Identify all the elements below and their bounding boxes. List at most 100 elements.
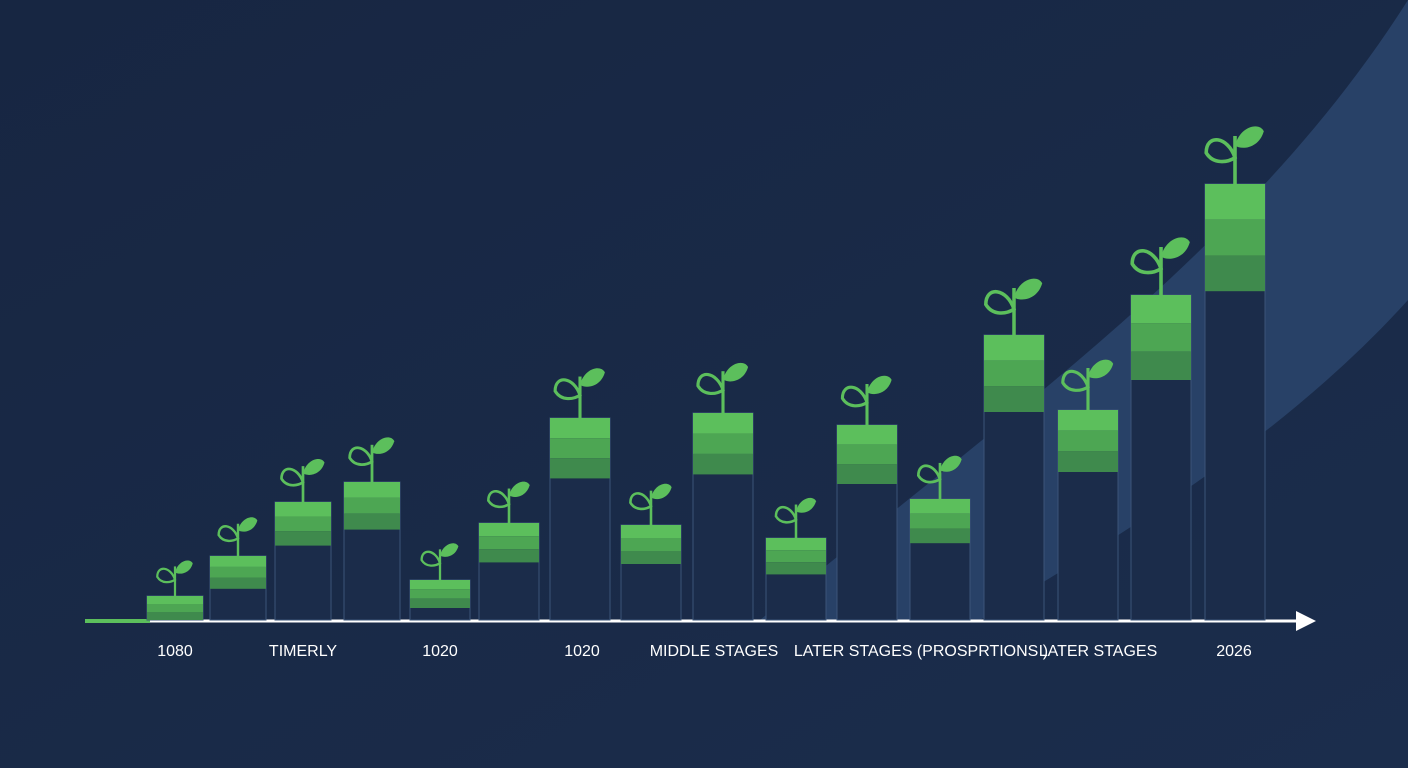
axis-arrow	[1296, 611, 1316, 631]
sprout-leaf	[348, 446, 374, 466]
sprout-leaf	[1061, 369, 1090, 392]
bar-band	[275, 531, 331, 546]
sprout-leaf	[723, 362, 749, 382]
x-tick-label: 1020	[422, 643, 458, 660]
x-tick-label: 2026	[1216, 643, 1252, 660]
bar-band	[210, 556, 266, 567]
bar-band	[766, 538, 826, 551]
sprout-leaf	[940, 455, 962, 472]
bar-band	[910, 513, 970, 529]
bar-band	[984, 335, 1044, 361]
bar-band	[410, 589, 470, 599]
bar-band	[766, 550, 826, 563]
bar-band	[479, 523, 539, 537]
bar-band	[275, 516, 331, 532]
bar-group	[1130, 294, 1192, 621]
bar-band	[550, 458, 610, 479]
sprout-leaf	[217, 525, 240, 543]
bar-band	[147, 596, 203, 604]
sprout-leaf	[509, 481, 530, 497]
bar-band	[147, 604, 203, 612]
bar-group	[1057, 409, 1119, 621]
sprout-leaf	[303, 458, 325, 475]
bar-band	[210, 566, 266, 578]
sprout-leaf	[440, 543, 459, 557]
bar-band	[344, 513, 400, 530]
bar-group	[343, 481, 401, 621]
sprout-leaf	[175, 560, 193, 574]
sprout-leaf	[580, 368, 605, 387]
bar-band	[410, 598, 470, 608]
bar-group	[274, 501, 332, 621]
sprout-leaf	[1161, 237, 1190, 259]
sprout	[984, 278, 1043, 335]
sprout-leaf	[696, 373, 725, 395]
bar-band	[147, 612, 203, 620]
bar-band	[837, 425, 897, 445]
bar-group	[409, 579, 471, 621]
sprout-leaf	[1088, 359, 1114, 379]
sprout-leaf	[1204, 138, 1238, 164]
bar-band	[621, 538, 681, 551]
bar-group	[209, 555, 267, 621]
bar-band	[550, 418, 610, 439]
bar-band	[837, 464, 897, 484]
bar-band	[275, 502, 331, 517]
bar-group	[146, 595, 204, 621]
bar-band	[1131, 323, 1191, 352]
bar-band	[693, 413, 753, 434]
sprout-leaf	[917, 464, 942, 484]
x-tick-label: LATER STAGES	[1039, 643, 1158, 660]
sprout	[156, 560, 193, 596]
bar-band	[984, 360, 1044, 387]
bar-band	[1205, 219, 1265, 256]
bar-group	[692, 412, 754, 621]
sprout-leaf	[280, 467, 305, 487]
sprout-leaf	[984, 290, 1017, 315]
bar-band	[1058, 410, 1118, 431]
bar-band	[837, 444, 897, 465]
bar-band	[479, 536, 539, 550]
sprout	[840, 375, 892, 425]
sprout-leaf	[1014, 278, 1043, 300]
bar-band	[621, 525, 681, 538]
sprout-leaf	[238, 517, 258, 532]
sprout	[1130, 237, 1190, 295]
bar-band	[910, 528, 970, 544]
sprout	[629, 483, 672, 525]
bar-band	[766, 562, 826, 575]
bar-group	[549, 417, 611, 621]
x-tick-label: LATER STAGES (PROSPRTIONS )	[794, 643, 1048, 660]
sprout	[774, 497, 817, 538]
bar-band	[1205, 184, 1265, 220]
sprout-leaf	[796, 497, 817, 513]
bar-group	[765, 537, 827, 621]
sprout	[487, 481, 530, 523]
bar-group	[836, 424, 898, 621]
bar-band	[984, 386, 1044, 412]
bar-band	[693, 433, 753, 454]
sprout-leaf	[553, 378, 582, 401]
sprout	[917, 455, 962, 499]
bar-band	[479, 549, 539, 563]
bar-band	[344, 497, 400, 514]
bar-group	[620, 524, 682, 621]
sprout	[1204, 126, 1264, 184]
sprout	[696, 362, 749, 413]
x-tick-label: MIDDLE STAGES	[650, 643, 779, 660]
x-tick-label: 1020	[564, 643, 600, 660]
bar-band	[344, 482, 400, 498]
sprout	[553, 368, 605, 418]
sprout-leaf	[1235, 126, 1264, 148]
bar-band	[621, 551, 681, 564]
bar-band	[1131, 351, 1191, 380]
bar-group	[909, 498, 971, 621]
sprout-leaf	[487, 490, 511, 509]
sprout	[420, 543, 459, 580]
sprout-leaf	[372, 437, 395, 454]
sprout-leaf	[420, 550, 442, 567]
sprout-leaf	[840, 385, 869, 408]
bars	[146, 126, 1266, 621]
bar-band	[550, 438, 610, 459]
sprout-leaf	[629, 492, 653, 511]
